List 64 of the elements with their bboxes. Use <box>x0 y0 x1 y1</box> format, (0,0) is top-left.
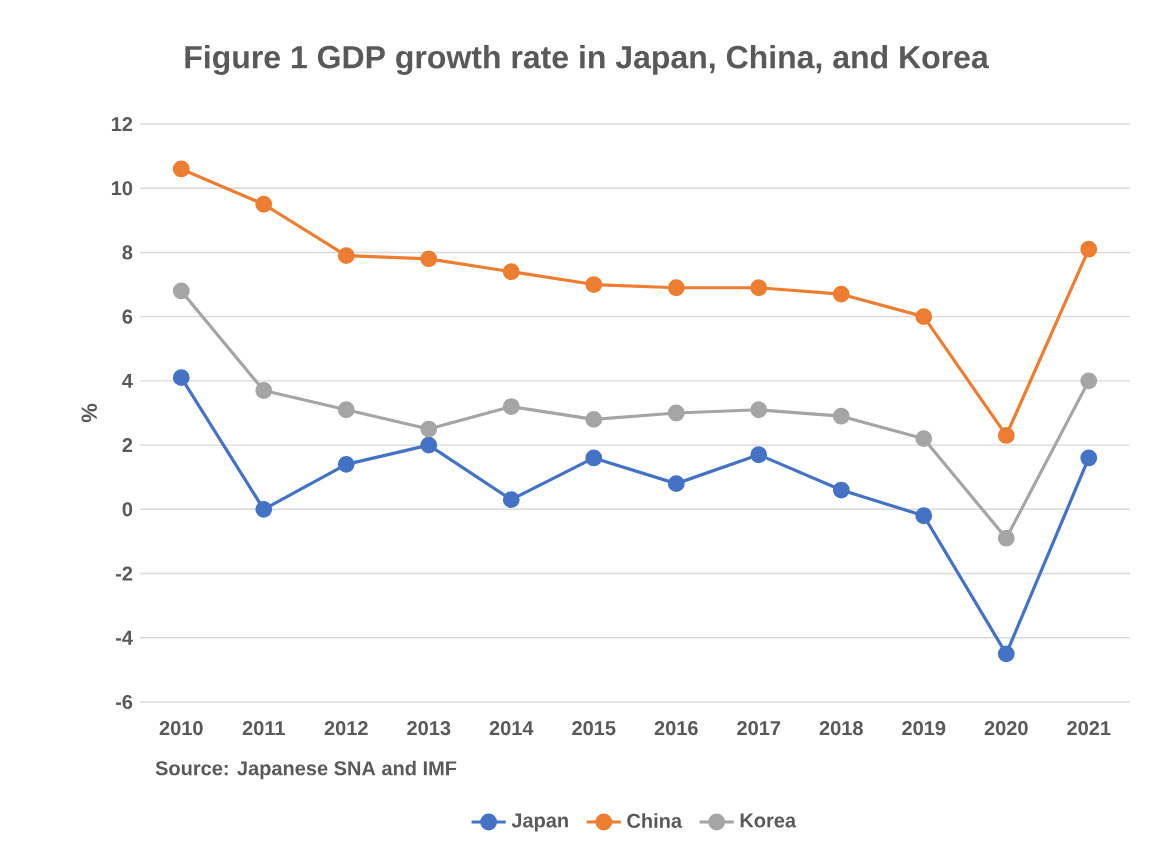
y-tick-label: -2 <box>115 566 133 581</box>
x-tick-label: 2010 <box>159 721 203 736</box>
y-tick-label: 0 <box>122 502 133 517</box>
point <box>750 446 768 464</box>
x-tick-label: 2018 <box>819 721 863 736</box>
point <box>667 475 685 493</box>
point <box>750 401 768 419</box>
point <box>585 411 603 428</box>
point <box>255 500 273 518</box>
y-tick-label: -6 <box>115 694 133 710</box>
x-tick-label: 2021 <box>1067 721 1111 736</box>
x-tick-label: 2011 <box>242 721 285 736</box>
point <box>420 436 438 454</box>
y-axis-title: % <box>81 403 97 423</box>
point <box>420 250 438 268</box>
chart-title: Figure 1 GDP growth rate in Japan, China, and Korea <box>185 45 989 75</box>
point <box>337 455 355 473</box>
point <box>255 382 273 399</box>
x-tick-label: 2020 <box>984 721 1028 736</box>
y-tick-label: 10 <box>111 181 133 196</box>
x-tick-label: 2015 <box>572 721 616 736</box>
point <box>997 645 1015 663</box>
source-note: Source: Japanese SNA and IMF <box>155 760 457 780</box>
point <box>337 247 355 265</box>
legend-label: China <box>627 813 683 828</box>
point <box>1080 372 1098 390</box>
point <box>832 407 850 425</box>
point <box>502 398 520 415</box>
point <box>172 282 190 300</box>
point <box>915 308 933 326</box>
point <box>1080 240 1098 258</box>
point <box>585 276 603 293</box>
point <box>502 491 520 509</box>
x-tick-label: 2012 <box>324 721 368 736</box>
x-tick-label: 2014 <box>489 721 534 736</box>
point <box>832 481 850 499</box>
point <box>255 195 273 213</box>
point <box>172 369 190 387</box>
x-tick-label: 2016 <box>654 721 698 736</box>
point <box>420 420 438 438</box>
point <box>915 430 933 448</box>
y-tick-label: 12 <box>111 117 133 131</box>
point <box>337 401 355 419</box>
point <box>997 529 1015 547</box>
point <box>172 160 190 178</box>
point <box>585 449 603 467</box>
point <box>915 507 933 525</box>
point <box>1080 449 1098 467</box>
y-tick-label: 2 <box>122 438 133 453</box>
legend-label: Japan <box>511 813 568 832</box>
y-tick-label: 8 <box>122 245 133 260</box>
point <box>997 427 1015 444</box>
x-tick-label: 2017 <box>737 721 781 736</box>
point <box>832 285 850 303</box>
point <box>667 279 685 297</box>
y-tick-label: 4 <box>122 373 133 388</box>
legend-label: Korea <box>740 813 797 828</box>
y-tick-label: -4 <box>115 630 133 645</box>
point <box>502 263 520 281</box>
x-tick-label: 2019 <box>902 721 946 736</box>
x-tick-label: 2013 <box>407 721 451 736</box>
point <box>750 279 768 297</box>
y-tick-label: 6 <box>122 309 133 324</box>
point <box>667 404 685 422</box>
